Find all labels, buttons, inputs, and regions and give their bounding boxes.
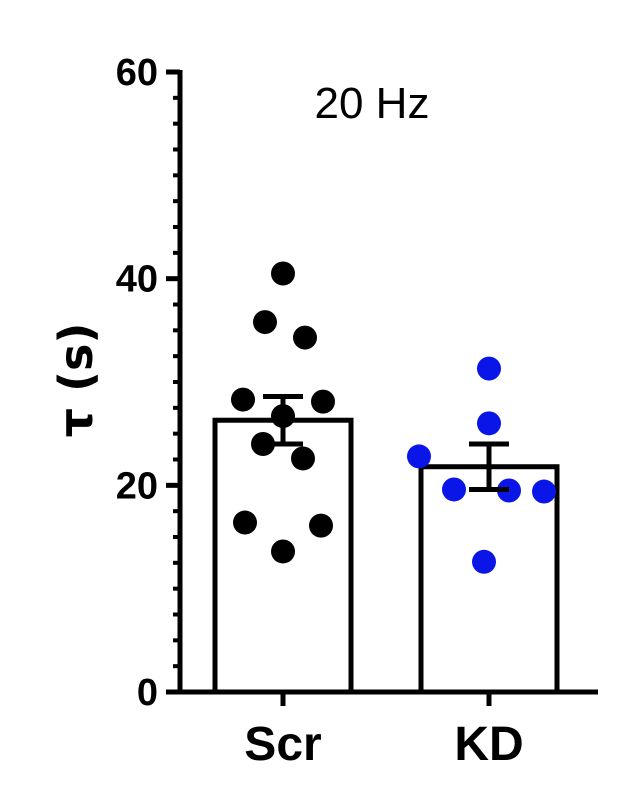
data-point-kd (477, 411, 501, 436)
plot-area: 0 20 40 60 Scr KD (116, 52, 598, 771)
data-point-scr (291, 446, 315, 471)
y-tick-label: 20 (116, 465, 158, 507)
y-tick-label: 40 (116, 259, 158, 301)
y-tick-label: 60 (116, 52, 158, 94)
data-point-scr (253, 310, 277, 335)
data-point-kd (477, 356, 501, 381)
data-point-scr (233, 510, 257, 535)
data-point-kd (532, 479, 556, 504)
data-point-kd (442, 477, 466, 502)
x-category-label: Scr (244, 718, 321, 771)
data-point-scr (309, 513, 333, 538)
y-tick-label: 0 (137, 672, 158, 714)
data-point-scr (271, 261, 295, 286)
data-point-scr (271, 539, 295, 564)
data-point-scr (231, 387, 255, 412)
y-axis-label: τ (s) (49, 323, 103, 438)
x-category-label: KD (454, 718, 523, 771)
bar-kd (418, 464, 560, 695)
chart-title: 20 Hz (315, 79, 430, 128)
data-point-kd (407, 444, 431, 469)
data-point-scr (293, 325, 317, 350)
data-point-scr (311, 389, 335, 414)
data-point-kd (472, 549, 496, 574)
